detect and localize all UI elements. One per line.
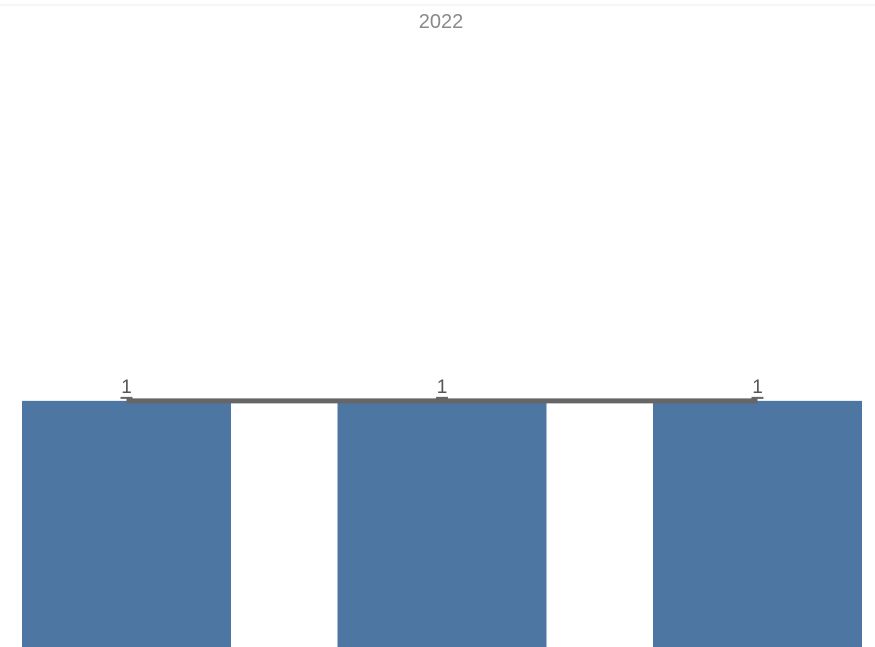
data-label-3: 1 bbox=[752, 377, 763, 398]
bar-3[interactable] bbox=[653, 400, 862, 647]
bar-1[interactable] bbox=[22, 400, 231, 647]
data-label-2: 1 bbox=[437, 377, 448, 398]
bar-2[interactable] bbox=[337, 400, 547, 647]
bars-layer bbox=[22, 400, 862, 647]
column-header-year: 2022 bbox=[419, 11, 464, 33]
data-label-1: 1 bbox=[121, 377, 132, 398]
reference-line-layer bbox=[120, 396, 764, 404]
data-labels-layer: 1 1 1 bbox=[121, 377, 763, 398]
